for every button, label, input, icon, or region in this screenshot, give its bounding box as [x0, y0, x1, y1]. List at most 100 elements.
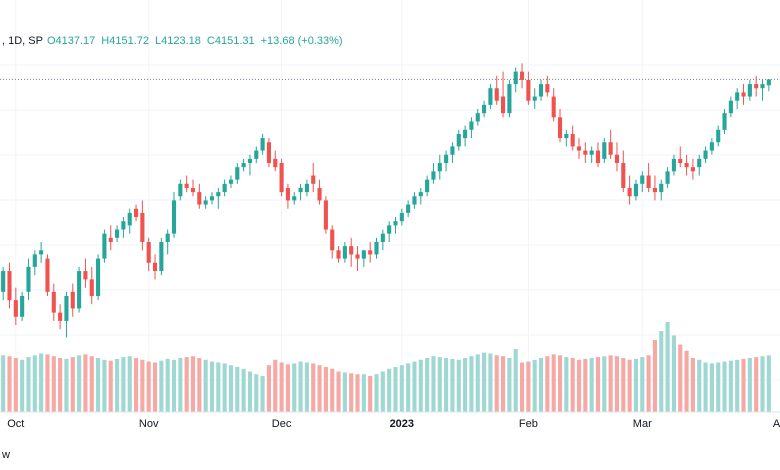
candle	[406, 200, 411, 218]
candle	[614, 142, 620, 172]
candle-body	[254, 150, 259, 159]
candle	[83, 258, 88, 288]
candle-body	[576, 146, 582, 151]
candle-body	[494, 88, 499, 101]
volume-bar	[45, 354, 50, 412]
candle-body	[501, 96, 506, 114]
volume-bar	[292, 363, 297, 412]
volume-bar	[640, 357, 645, 412]
candle	[621, 150, 626, 193]
candle	[184, 175, 189, 193]
candle-body	[203, 200, 208, 205]
volume-bar	[20, 359, 25, 412]
candle-body	[456, 133, 461, 147]
candle-body	[595, 150, 601, 164]
volume-bar	[140, 359, 145, 412]
volume-bar	[456, 359, 461, 412]
candle-body	[538, 84, 544, 97]
candle	[336, 246, 341, 263]
candle-body	[463, 129, 468, 139]
volume-bar	[576, 359, 582, 412]
candle	[747, 79, 752, 101]
tick-label-mar: Mar	[633, 418, 652, 430]
candle	[646, 163, 651, 193]
candle-body	[39, 250, 44, 255]
candle	[247, 154, 253, 176]
candle	[526, 71, 531, 105]
candle	[456, 129, 461, 151]
candle-body	[722, 113, 727, 130]
volume-bar	[58, 358, 63, 412]
candle-body	[671, 158, 676, 172]
volume-bar	[589, 358, 594, 412]
candle-body	[621, 163, 626, 188]
candle-body	[406, 204, 411, 213]
tick-label-oct: Oct	[7, 418, 24, 430]
candle	[513, 67, 518, 93]
candle	[766, 79, 771, 92]
candle-body	[165, 233, 170, 242]
volume-bar	[399, 365, 404, 412]
volume-bar	[13, 358, 18, 412]
volume-bar	[115, 358, 120, 412]
volume-bar	[171, 359, 177, 412]
volume-bar	[621, 358, 626, 412]
candle	[488, 84, 493, 110]
candle	[45, 254, 50, 296]
candle	[431, 163, 436, 184]
candle	[121, 217, 126, 238]
volume-bar	[709, 363, 714, 412]
volume-bar	[39, 353, 44, 412]
candle	[1, 266, 6, 301]
candle-body	[197, 192, 202, 205]
candle-body	[58, 312, 63, 321]
candle-body	[228, 179, 234, 184]
volume-bar	[368, 376, 373, 412]
candle-body	[247, 158, 253, 164]
candle	[178, 179, 183, 201]
volume-bar	[197, 358, 202, 412]
volume-bar	[633, 358, 639, 412]
candle	[292, 192, 297, 205]
volume-bar	[444, 358, 449, 412]
volume-bar	[247, 371, 253, 412]
candle	[722, 109, 727, 134]
candle-body	[684, 163, 689, 168]
candle	[190, 179, 196, 197]
candle	[228, 175, 234, 188]
candle-body	[393, 221, 398, 226]
volume-bar	[26, 357, 31, 412]
volume-bar	[501, 356, 506, 412]
volume-bar	[89, 356, 94, 412]
candle	[20, 291, 25, 321]
candle-body	[526, 79, 531, 101]
candle	[241, 158, 246, 172]
candle-body	[83, 271, 88, 280]
candle-body	[323, 200, 328, 230]
candle-body	[665, 171, 670, 184]
volume-bar	[235, 367, 240, 412]
tick-label-feb: Feb	[519, 418, 538, 430]
candle-body	[311, 175, 316, 184]
volume-bar	[152, 362, 158, 412]
candle	[146, 237, 151, 272]
candle-body	[488, 88, 493, 105]
candle-body	[633, 183, 639, 197]
candle	[659, 179, 664, 201]
candle	[266, 138, 271, 168]
candle	[254, 146, 259, 164]
candle	[608, 129, 613, 159]
candle-body	[26, 266, 31, 292]
candle-body	[551, 96, 556, 118]
volume-bar	[304, 362, 309, 412]
volume-bar	[538, 358, 544, 412]
candle	[96, 254, 101, 301]
candle	[171, 192, 177, 238]
volume-bar	[121, 357, 126, 412]
candle	[304, 179, 309, 197]
volume-bar	[83, 354, 88, 412]
volume-bar	[690, 358, 695, 412]
candle	[697, 154, 702, 176]
